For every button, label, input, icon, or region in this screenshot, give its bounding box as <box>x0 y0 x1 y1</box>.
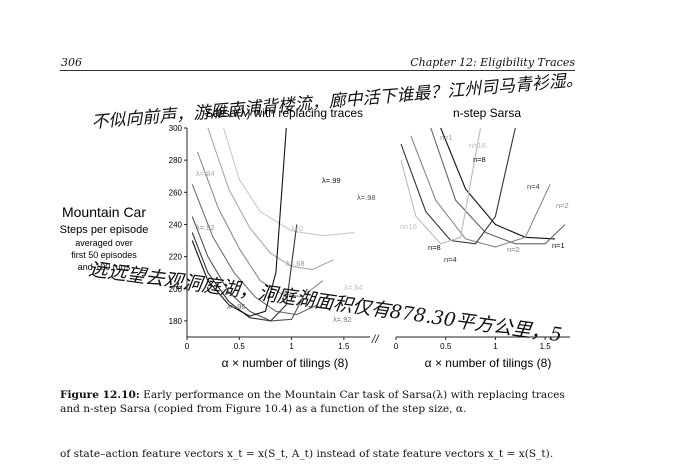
x-tick-label: 0.5 <box>234 342 246 351</box>
series-line-λ=.98 <box>191 224 298 322</box>
left-panel-title: Sarsa(λ) with replacing traces <box>205 106 363 120</box>
curve-label: n=4 <box>444 255 457 264</box>
side-note-1: averaged over <box>75 238 133 248</box>
left-y-tick-label: 220 <box>169 253 183 262</box>
series-line-λ=.96 <box>191 216 308 322</box>
curve-label: n=8 <box>473 155 486 164</box>
curve-label: λ=.84 <box>344 283 363 292</box>
axis-break-mark: // <box>371 334 380 345</box>
side-subtitle: Steps per episode <box>60 224 149 236</box>
series-line-n=8 <box>400 127 516 245</box>
left-y-tick-label: 200 <box>169 285 183 294</box>
series-line-n=1 <box>440 127 556 240</box>
x-tick-label: 1 <box>289 342 294 351</box>
caption-label: Figure 12.10: <box>60 389 140 401</box>
right-panel-title: n-step Sarsa <box>453 106 521 120</box>
curve-label: n=2 <box>556 201 569 210</box>
series-line-λ=.92 <box>191 184 318 316</box>
series-line-n=16 <box>400 127 482 245</box>
curve-label: n=2 <box>507 245 520 254</box>
left-y-tick-label: 280 <box>169 156 183 165</box>
side-note-3: and 100 runs <box>78 262 131 272</box>
curve-label: n=1 <box>552 241 565 250</box>
left-curves <box>191 127 355 322</box>
series-line-λ=.99 <box>191 127 287 317</box>
x-tick-label: 0 <box>394 342 399 351</box>
caption-text: Early performance on the Mountain Car ta… <box>60 389 565 415</box>
figure-caption: Figure 12.10: Early performance on the M… <box>60 388 580 416</box>
left-y-tick-label: 300 <box>169 124 183 133</box>
series-line-n=4 <box>410 135 551 248</box>
left-x-ticks: 0 0.5 1 1.5 <box>185 337 350 351</box>
x-tick-label: 1.5 <box>540 342 552 351</box>
handwriting-line-2: 远远望去观洞庭湖，洞庭湖面积仅有878.30平方公里，5 <box>87 258 563 346</box>
curve-label: n=16 <box>400 222 417 231</box>
series-line-λ=.84 <box>196 151 324 298</box>
handwriting-line-1: 不似向前声，游雁南浦背楼流，廊中活下谁最？江州司马青衫湿。 <box>91 70 584 133</box>
curve-label: λ=.68 <box>286 259 305 268</box>
left-y-tick-label: 240 <box>169 220 183 229</box>
curve-label: λ=.96 <box>227 302 246 311</box>
body-paragraph: of state–action feature vectors x_t = x(… <box>60 448 554 460</box>
left-y-ticks: 300 280 260 240 220 200 180 <box>169 124 187 326</box>
series-line-λ=.68 <box>207 127 334 271</box>
series-line-λ=0 <box>223 127 355 237</box>
side-title: Mountain Car <box>62 204 146 220</box>
curve-label: λ=.84 <box>196 169 215 178</box>
x-tick-label: 1.5 <box>338 342 350 351</box>
side-note-2: first 50 episodes <box>71 250 137 260</box>
chapter-header: Chapter 12: Eligibility Traces <box>410 56 575 69</box>
right-x-axis-label: α × number of tilings (8) <box>425 356 552 370</box>
curve-label: n=1 <box>440 133 453 142</box>
series-line-n=2 <box>430 127 566 245</box>
curve-label: n=4 <box>527 182 540 191</box>
curve-label: λ=.92 <box>333 315 352 324</box>
x-tick-label: 0.5 <box>440 342 452 351</box>
x-tick-label: 1 <box>493 342 498 351</box>
left-x-axis-label: α × number of tilings (8) <box>222 356 349 370</box>
left-y-tick-label: 180 <box>169 317 183 326</box>
curve-label: λ=.92 <box>196 223 215 232</box>
x-tick-label: 0 <box>185 342 190 351</box>
curve-label: λ=.99 <box>322 176 341 185</box>
curve-label: λ=.98 <box>357 193 376 202</box>
curve-label: λ=0 <box>291 224 303 233</box>
curve-label: n=16 <box>469 141 486 150</box>
left-curve-labels: λ=.99 λ=.98 λ=.84 λ=.92 λ=0 λ=.68 λ=.84 λ=.96 λ=… <box>196 169 376 324</box>
page-number: 306 <box>61 56 82 69</box>
right-curves <box>400 127 566 248</box>
right-curve-labels: n=1n=16n=8n=4n=2n=16n=1n=8n=4n=2 <box>400 133 569 264</box>
left-y-tick-label: 260 <box>169 188 183 197</box>
curve-label: n=8 <box>428 243 441 252</box>
right-x-ticks: 0 0.5 1 1.5 <box>394 337 551 351</box>
header-rule <box>60 70 575 71</box>
